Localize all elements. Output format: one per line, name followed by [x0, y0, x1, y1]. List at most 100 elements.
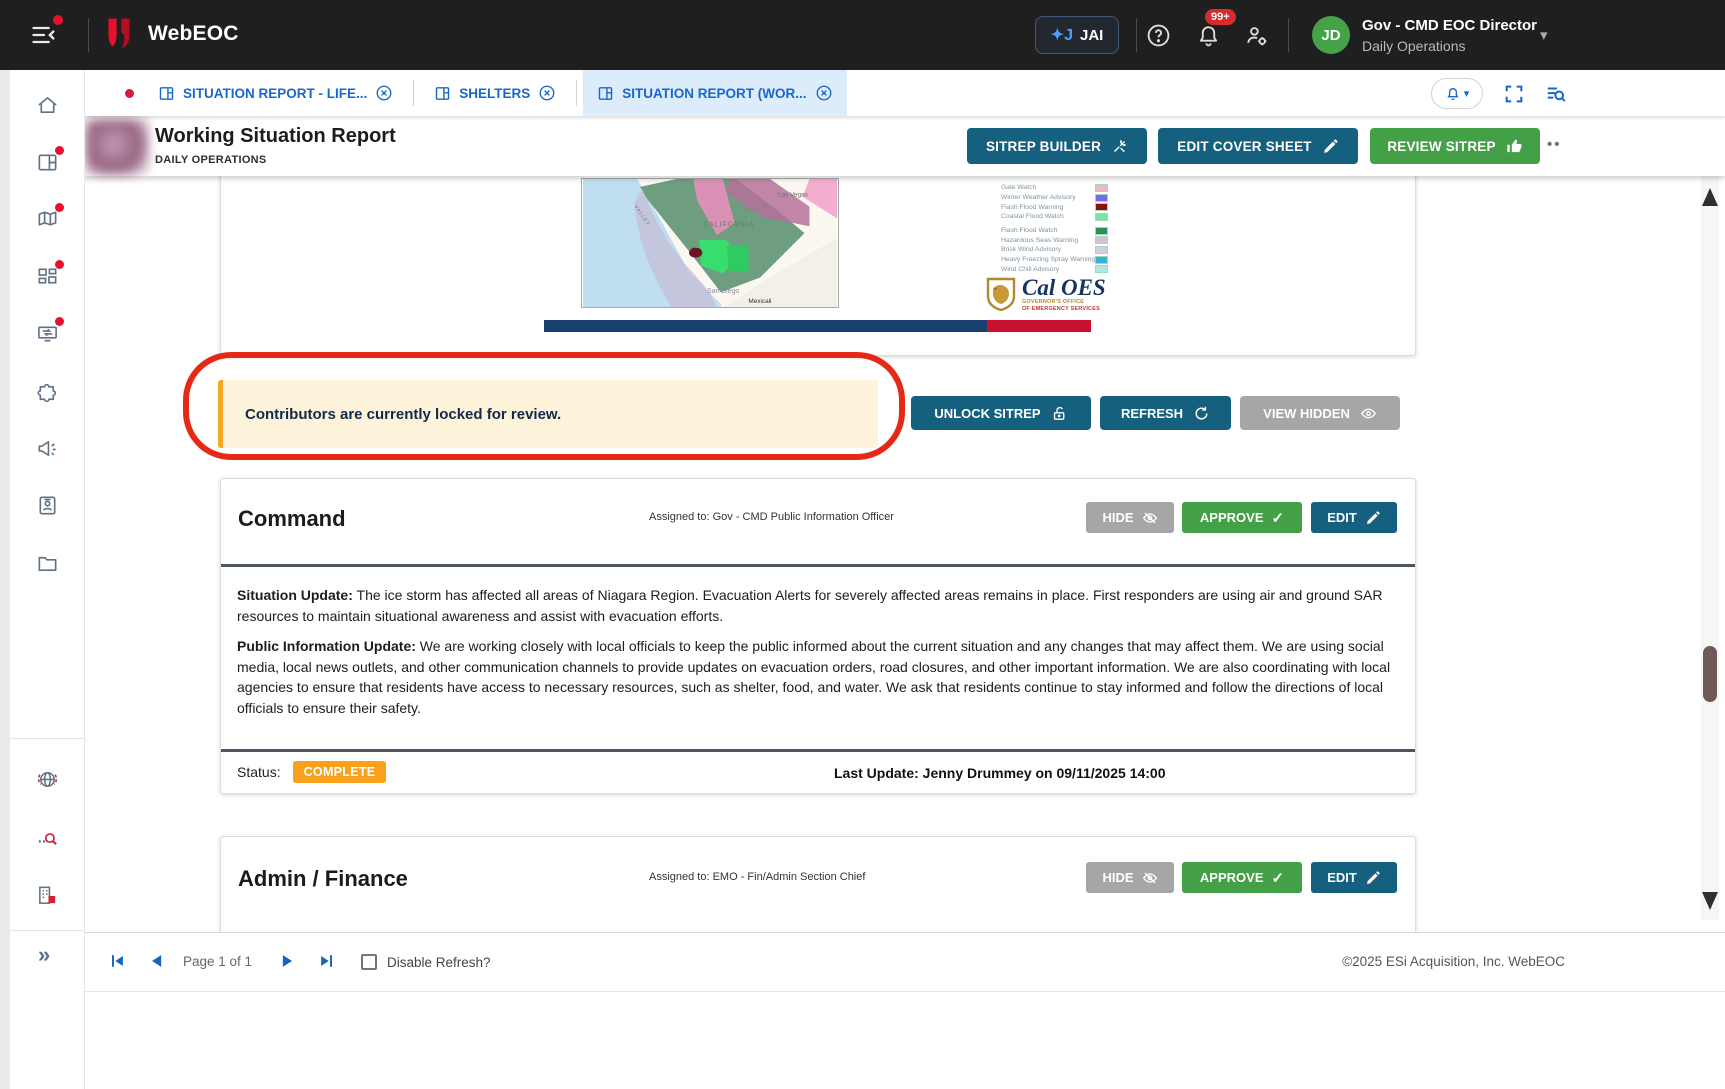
button-label: APPROVE: [1199, 510, 1264, 525]
weather-warnings-map: CALIFORNIA DESERT VALLEY Las Vegas San D…: [581, 178, 839, 308]
boards-icon[interactable]: [36, 151, 59, 174]
legend-swatch: [1095, 255, 1108, 264]
button-label: VIEW HIDDEN: [1263, 405, 1350, 421]
close-icon[interactable]: [375, 84, 393, 102]
paragraph: Public Information Update: We are workin…: [237, 638, 1391, 716]
hide-button[interactable]: HIDE: [1086, 502, 1174, 533]
bell-icon: [1447, 87, 1459, 100]
page-info: Page 1 of 1: [183, 954, 253, 969]
svg-text:San Diego: San Diego: [707, 288, 739, 295]
hide-button[interactable]: HIDE: [1086, 862, 1174, 893]
pencil-icon: [1323, 138, 1338, 153]
page-title: Working Situation Report: [155, 125, 396, 147]
disable-refresh-label: Disable Refresh?: [387, 955, 491, 970]
help-icon[interactable]: [1146, 23, 1171, 48]
jai-label: JAI: [1079, 26, 1104, 44]
scroll-down-icon[interactable]: [1701, 888, 1719, 914]
scroll-up-icon[interactable]: [1701, 184, 1719, 210]
section-title: Command: [238, 506, 346, 531]
copyright-text: ©2025 ESi Acquisition, Inc. WebEOC: [1342, 954, 1565, 969]
status-row: Status: COMPLETE: [237, 761, 387, 783]
page-subtitle: DAILY OPERATIONS: [155, 154, 267, 166]
tab-situation-report-life[interactable]: SITUATION REPORT - LIFE...: [144, 70, 407, 116]
legend-swatch: [1095, 183, 1108, 192]
refresh-icon: [1195, 406, 1208, 420]
svg-text:DESERT: DESERT: [742, 207, 772, 213]
legend-swatch: [1095, 226, 1108, 235]
tab-situation-report-working[interactable]: SITUATION REPORT (WOR...: [583, 70, 847, 116]
vertical-scrollbar[interactable]: [1701, 176, 1719, 920]
cover-sheet-map-card: CALIFORNIA DESERT VALLEY Las Vegas San D…: [220, 150, 1416, 356]
edit-button[interactable]: EDIT: [1311, 862, 1397, 893]
button-label: APPROVE: [1199, 870, 1264, 885]
next-page-icon[interactable]: [277, 951, 297, 971]
sitrep-builder-button[interactable]: SITREP BUILDER: [967, 128, 1147, 164]
pencil-icon: [1366, 510, 1380, 524]
tab-alert-dot: [125, 88, 134, 98]
first-page-icon[interactable]: [107, 951, 127, 971]
maps-icon[interactable]: [36, 208, 59, 231]
files-folder-icon[interactable]: [36, 552, 59, 575]
legend-item: Coastal Flood Watch: [1001, 212, 1108, 222]
organization-building-icon[interactable]: [36, 884, 59, 907]
unlock-sitrep-button[interactable]: UNLOCK SITREP: [911, 396, 1091, 430]
check-icon: ✓: [1271, 509, 1285, 527]
close-icon[interactable]: [538, 84, 556, 102]
paragraph: Situation Update: The ice storm has affe…: [237, 587, 1383, 624]
status-badge: COMPLETE: [292, 761, 387, 783]
legend-item: Winter Weather Advisory: [1001, 193, 1108, 203]
home-icon[interactable]: [36, 94, 59, 117]
advanced-search-icon[interactable]: [36, 828, 59, 851]
status-label: Status:: [237, 764, 281, 780]
sidebar-divider: [10, 930, 85, 931]
close-icon[interactable]: [815, 84, 833, 102]
edit-button[interactable]: EDIT: [1311, 502, 1397, 533]
tab-shelters[interactable]: SHELTERS: [420, 70, 570, 116]
jai-assistant-button[interactable]: ✦J JAI: [1035, 16, 1119, 54]
button-label: REVIEW SITREP: [1387, 138, 1496, 154]
list-search-icon[interactable]: [1545, 83, 1567, 105]
notifications-bell-icon[interactable]: [1196, 23, 1221, 48]
user-avatar[interactable]: JD: [1312, 16, 1350, 54]
legend-item: Flash Flood Warning: [1001, 202, 1108, 212]
cal-oes-logo: Cal OES GOVERNOR'S OFFICE OF EMERGENCY S…: [986, 276, 1106, 312]
disable-refresh-checkbox[interactable]: [361, 954, 377, 970]
web-globe-icon[interactable]: [36, 768, 59, 791]
refresh-button[interactable]: REFRESH: [1100, 396, 1231, 430]
sidebar-expand-icon[interactable]: »: [38, 942, 51, 967]
approve-button[interactable]: APPROVE ✓: [1182, 862, 1302, 893]
fullscreen-icon[interactable]: [1503, 83, 1525, 105]
check-icon: ✓: [1271, 869, 1285, 887]
tab-notifications-bell-dropdown[interactable]: ▾: [1431, 78, 1483, 109]
sidebar-divider: [10, 738, 85, 739]
review-sitrep-button[interactable]: REVIEW SITREP: [1370, 128, 1540, 164]
notification-count-badge: 99+: [1203, 7, 1238, 27]
approve-button[interactable]: APPROVE ✓: [1182, 502, 1302, 533]
user-settings-icon[interactable]: [1244, 23, 1269, 48]
announcements-megaphone-icon[interactable]: [36, 438, 59, 461]
button-label: UNLOCK SITREP: [934, 405, 1041, 421]
legend-item: Wind Chill Advisory: [1001, 265, 1108, 275]
edit-cover-sheet-button[interactable]: EDIT COVER SHEET: [1158, 128, 1358, 164]
jai-spark-icon: ✦J: [1050, 27, 1073, 44]
button-label: HIDE: [1102, 870, 1134, 885]
thumbs-up-icon: [1507, 139, 1522, 152]
button-label: EDIT: [1327, 510, 1357, 525]
user-menu-chevron-down-icon[interactable]: ▾: [1540, 27, 1548, 44]
more-options-icon[interactable]: ••: [1547, 136, 1562, 153]
cover-sheet-divider-bar: [544, 320, 1091, 332]
svg-text:Las Vegas: Las Vegas: [778, 192, 808, 199]
last-update-text: Last Update: Jenny Drummey on 09/11/2025…: [834, 765, 1166, 781]
legend-swatch: [1095, 265, 1108, 274]
dashboard-icon[interactable]: [36, 265, 59, 288]
messages-icon[interactable]: [36, 322, 59, 345]
previous-page-icon[interactable]: [147, 951, 167, 971]
scrollbar-thumb[interactable]: [1703, 646, 1717, 702]
divider: [413, 80, 415, 106]
last-page-icon[interactable]: [317, 951, 337, 971]
sidebar-collapse-icon[interactable]: [30, 21, 58, 49]
view-hidden-button[interactable]: VIEW HIDDEN: [1240, 396, 1400, 430]
contacts-badge-icon[interactable]: [36, 494, 59, 517]
legend-swatch: [1095, 193, 1108, 202]
plugins-puzzle-icon[interactable]: [36, 382, 59, 405]
